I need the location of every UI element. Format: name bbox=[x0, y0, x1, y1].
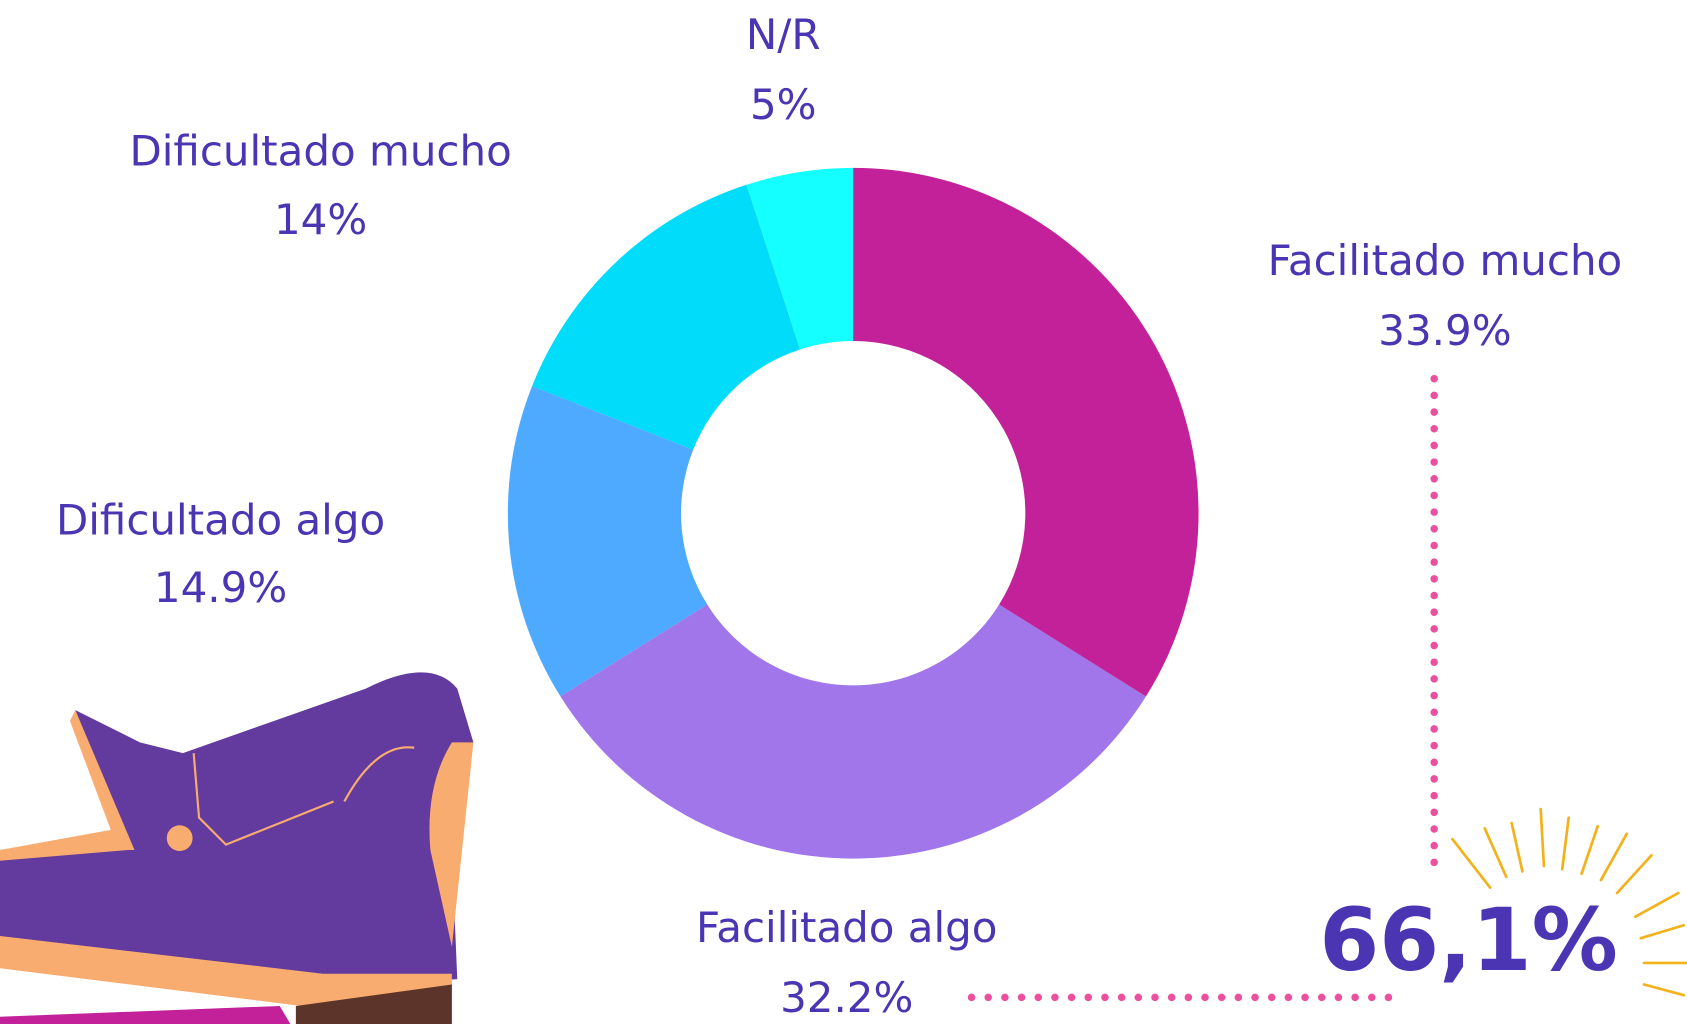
value-label: 5% bbox=[750, 80, 817, 129]
value-label: 33.9% bbox=[1378, 306, 1511, 355]
value-label: 14% bbox=[274, 195, 367, 244]
segment-label: Dificultado mucho bbox=[129, 126, 511, 175]
page: {"chart_data": {"type": "donut", "catego… bbox=[0, 0, 1687, 1024]
donut-segment bbox=[560, 605, 1146, 859]
segment-label: Facilitado mucho bbox=[1268, 236, 1623, 285]
chart-body: 5% N/R 14% Dificultado mucho 14.9% Dificultad… bbox=[0, 10, 1687, 1024]
donut-segment bbox=[853, 168, 1198, 697]
illustration bbox=[0, 672, 473, 1024]
chart: 5% N/R 14% Dificultado mucho 14.9% Dificultad… bbox=[0, 0, 1687, 1024]
annotation: 66,1% bbox=[1319, 891, 1618, 991]
value-label: 14.9% bbox=[154, 563, 287, 612]
value-label: 32.2% bbox=[780, 973, 913, 1022]
segment-label: Facilitado algo bbox=[696, 903, 997, 952]
segment-label: Dificultado algo bbox=[56, 495, 385, 544]
segment-label: N/R bbox=[746, 10, 821, 59]
